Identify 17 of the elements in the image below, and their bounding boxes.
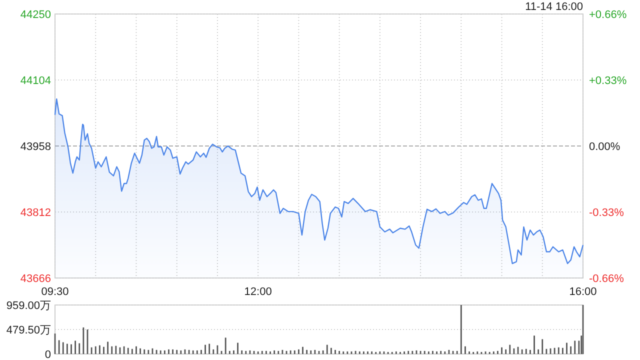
y-tick-label: 0 bbox=[44, 349, 51, 360]
y-tick-label: 479.50万 bbox=[6, 324, 51, 336]
y-tick-label: 44250 bbox=[20, 9, 51, 21]
y2-tick-label: -0.66% bbox=[589, 273, 624, 285]
y-tick-label: 43812 bbox=[20, 207, 51, 219]
y2-tick-label: +0.33% bbox=[589, 75, 627, 87]
y-tick-label: 43958 bbox=[20, 141, 51, 153]
x-tick-label: 12:00 bbox=[244, 286, 272, 298]
text: 11-14 16:00 bbox=[525, 1, 583, 13]
y-tick-label: 43666 bbox=[20, 273, 51, 285]
y2-tick-label: 0.00% bbox=[589, 141, 620, 153]
y2-tick-label: +0.66% bbox=[589, 9, 627, 21]
y-tick-label: 959.00万 bbox=[6, 300, 51, 312]
x-tick-label: 16:00 bbox=[569, 286, 597, 298]
y-tick-label: 44104 bbox=[20, 75, 51, 87]
y2-tick-label: -0.33% bbox=[589, 207, 624, 219]
x-tick-label: 09:30 bbox=[41, 286, 69, 298]
